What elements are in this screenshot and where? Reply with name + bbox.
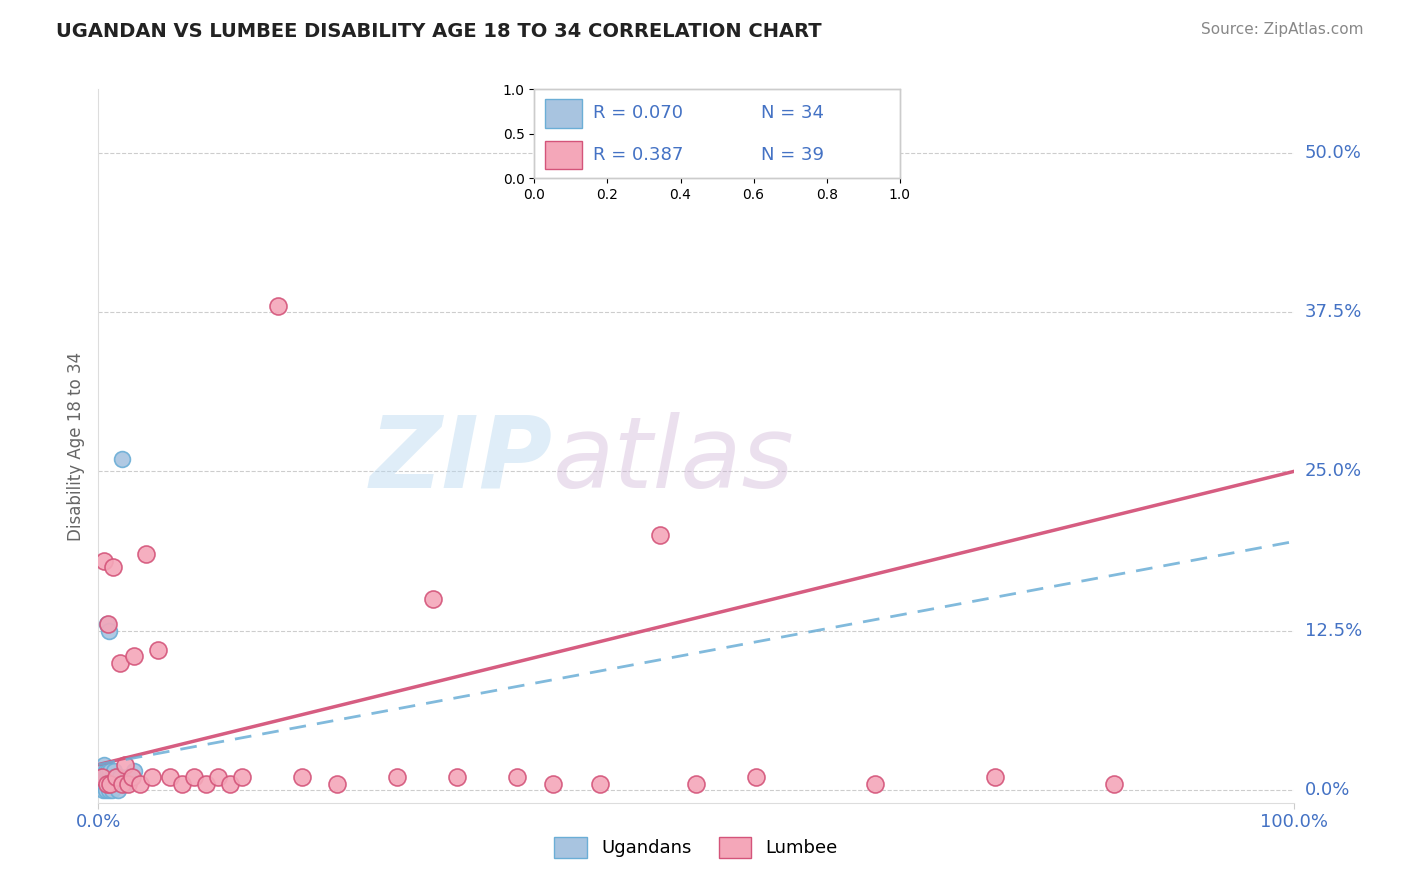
Point bbox=[101, 777, 124, 791]
Text: R = 0.387: R = 0.387 bbox=[593, 146, 683, 164]
Point bbox=[108, 656, 131, 670]
Text: 12.5%: 12.5% bbox=[1305, 622, 1362, 640]
Text: ZIP: ZIP bbox=[370, 412, 553, 508]
Point bbox=[98, 777, 122, 791]
Point bbox=[114, 757, 136, 772]
Point bbox=[141, 770, 163, 784]
Point bbox=[865, 777, 887, 791]
Point bbox=[129, 777, 152, 791]
Point bbox=[103, 764, 125, 778]
Point bbox=[93, 757, 115, 772]
Point bbox=[105, 770, 128, 784]
Legend: Ugandans, Lumbee: Ugandans, Lumbee bbox=[547, 830, 845, 865]
Point bbox=[100, 783, 122, 797]
Point bbox=[589, 777, 612, 791]
Point bbox=[98, 770, 122, 784]
Point bbox=[96, 770, 118, 784]
Point bbox=[91, 770, 114, 784]
Point bbox=[121, 770, 143, 784]
Point bbox=[108, 770, 131, 784]
Text: N = 34: N = 34 bbox=[761, 104, 824, 122]
Point bbox=[91, 770, 114, 784]
Point bbox=[100, 770, 122, 784]
Text: atlas: atlas bbox=[553, 412, 794, 508]
Point bbox=[183, 770, 205, 784]
Point bbox=[107, 783, 129, 797]
Text: 0.0%: 0.0% bbox=[1305, 781, 1350, 799]
Point bbox=[101, 770, 124, 784]
Point bbox=[117, 770, 139, 784]
Point bbox=[148, 643, 170, 657]
Point bbox=[93, 777, 115, 791]
Point bbox=[195, 777, 218, 791]
Point bbox=[111, 451, 134, 466]
Point bbox=[219, 777, 242, 791]
Point bbox=[97, 770, 120, 784]
Point bbox=[541, 777, 564, 791]
Point bbox=[101, 560, 124, 574]
Point bbox=[94, 764, 117, 778]
Point bbox=[91, 783, 114, 797]
Point bbox=[135, 547, 157, 561]
Point bbox=[326, 777, 349, 791]
Point bbox=[159, 770, 181, 784]
Point bbox=[93, 554, 115, 568]
Point bbox=[231, 770, 253, 784]
Text: 50.0%: 50.0% bbox=[1305, 144, 1361, 162]
Text: R = 0.070: R = 0.070 bbox=[593, 104, 683, 122]
Point bbox=[267, 299, 290, 313]
Point bbox=[94, 770, 117, 784]
Point bbox=[117, 777, 139, 791]
Point bbox=[984, 770, 1007, 784]
Point bbox=[291, 770, 314, 784]
Point bbox=[124, 764, 146, 778]
Point bbox=[96, 617, 118, 632]
Point bbox=[97, 777, 120, 791]
Point bbox=[98, 764, 122, 778]
Point bbox=[1104, 777, 1126, 791]
FancyBboxPatch shape bbox=[546, 99, 582, 128]
Point bbox=[98, 624, 121, 638]
Point bbox=[105, 770, 128, 784]
Point bbox=[648, 528, 672, 542]
Y-axis label: Disability Age 18 to 34: Disability Age 18 to 34 bbox=[66, 351, 84, 541]
Point bbox=[91, 772, 114, 787]
Point bbox=[97, 764, 120, 778]
Point bbox=[98, 777, 122, 791]
Text: 25.0%: 25.0% bbox=[1305, 462, 1362, 481]
Point bbox=[96, 777, 118, 791]
Point bbox=[446, 770, 468, 784]
Text: UGANDAN VS LUMBEE DISABILITY AGE 18 TO 34 CORRELATION CHART: UGANDAN VS LUMBEE DISABILITY AGE 18 TO 3… bbox=[56, 22, 823, 41]
FancyBboxPatch shape bbox=[546, 141, 582, 169]
Point bbox=[97, 617, 120, 632]
Point bbox=[422, 591, 444, 606]
Text: Source: ZipAtlas.com: Source: ZipAtlas.com bbox=[1201, 22, 1364, 37]
Point bbox=[385, 770, 409, 784]
Point bbox=[685, 777, 707, 791]
Point bbox=[90, 777, 112, 791]
Point bbox=[124, 649, 146, 664]
Point bbox=[172, 777, 194, 791]
Point bbox=[91, 764, 114, 778]
Text: N = 39: N = 39 bbox=[761, 146, 824, 164]
Point bbox=[94, 783, 117, 797]
Point bbox=[506, 770, 529, 784]
Point bbox=[207, 770, 229, 784]
Point bbox=[111, 777, 134, 791]
Point bbox=[745, 770, 768, 784]
Point bbox=[93, 772, 115, 787]
Text: 37.5%: 37.5% bbox=[1305, 303, 1362, 321]
Point bbox=[98, 783, 121, 797]
Point bbox=[114, 777, 136, 791]
Point bbox=[96, 777, 118, 791]
